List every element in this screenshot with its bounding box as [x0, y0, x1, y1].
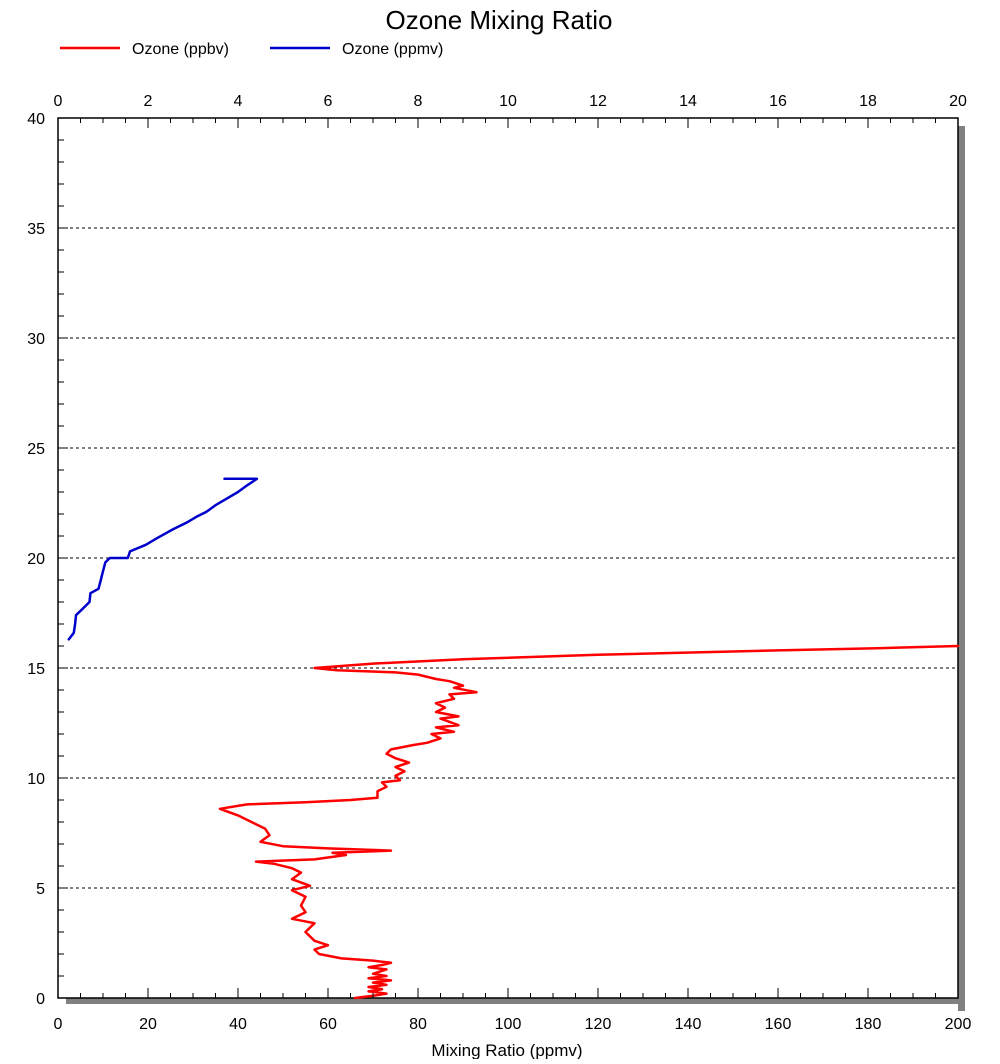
x-bottom-tick-label: 0 [54, 1016, 63, 1033]
x-top-tick-label: 12 [589, 93, 607, 110]
plot-frame [57, 117, 965, 1011]
legend-label-0: Ozone (ppbv) [132, 41, 229, 58]
x-top-tick-label: 14 [679, 93, 697, 110]
x-bottom-tick-label: 40 [229, 1016, 247, 1033]
x-top-tick-label: 6 [324, 93, 333, 110]
x-axis-label: Mixing Ratio (ppmv) [431, 1041, 582, 1059]
x-bottom-tick-label: 20 [139, 1016, 157, 1033]
y-tick-label: 40 [27, 111, 45, 128]
x-top-tick-label: 2 [144, 93, 153, 110]
x-bottom-tick-label: 120 [585, 1016, 612, 1033]
legend-label-1: Ozone (ppmv) [342, 41, 443, 58]
chart-title: Ozone Mixing Ratio [386, 5, 613, 35]
x-top-tick-label: 8 [414, 93, 423, 110]
series-line-1 [67, 477, 259, 641]
legend: Ozone (ppbv) Ozone (ppmv) [60, 41, 443, 58]
y-tick-label: 5 [36, 881, 45, 898]
frame-shadow-bottom [66, 998, 965, 1004]
y-tick-label: 30 [27, 331, 45, 348]
y-tick-label: 35 [27, 221, 45, 238]
series-line-0 [218, 644, 960, 1000]
x-top-tick-label: 4 [234, 93, 243, 110]
x-bottom-tick-label: 180 [855, 1016, 882, 1033]
x-top-tick-label: 18 [859, 93, 877, 110]
x-bottom-tick-label: 100 [495, 1016, 522, 1033]
x-bottom-tick-label: 80 [409, 1016, 427, 1033]
x-top-tick-label: 20 [949, 93, 967, 110]
y-tick-label: 20 [27, 551, 45, 568]
frame-shadow-right [958, 126, 965, 1011]
x-top-tick-label: 16 [769, 93, 787, 110]
x-bottom-tick-label: 200 [945, 1016, 972, 1033]
x-top-tick-label: 10 [499, 93, 517, 110]
series-layer [67, 477, 960, 1000]
x-bottom-tick-label: 160 [765, 1016, 792, 1033]
y-tick-label: 10 [27, 771, 45, 788]
x-top-tick-label: 0 [54, 93, 63, 110]
x-bottom-tick-label: 140 [675, 1016, 702, 1033]
y-tick-label: 0 [36, 991, 45, 1008]
x-bottom-tick-label: 60 [319, 1016, 337, 1033]
grid [58, 227, 958, 889]
y-tick-label: 25 [27, 441, 45, 458]
y-tick-label: 15 [27, 661, 45, 678]
